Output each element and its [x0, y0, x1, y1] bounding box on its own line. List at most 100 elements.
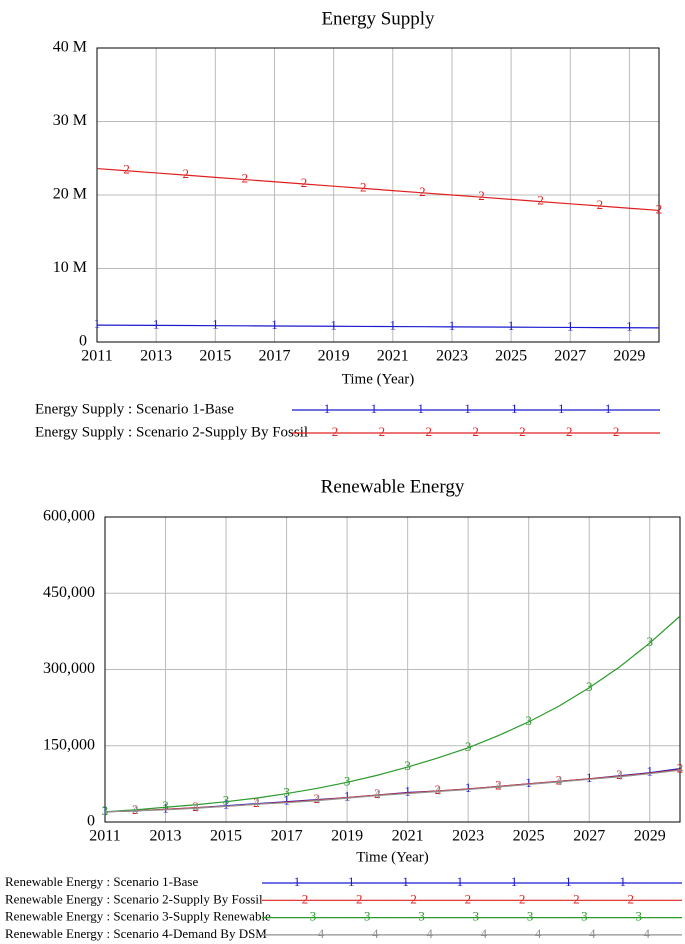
series-marker: 1 [330, 317, 337, 332]
series-line [96, 167, 660, 212]
legend-label: Energy Supply : Scenario 1-Base [35, 401, 234, 417]
legend-marker: 1 [605, 401, 612, 416]
series-marker: 2 [374, 786, 381, 801]
legend-marker: 2 [613, 424, 620, 439]
legend-marker: 3 [527, 909, 534, 924]
x-axis-label: Time (Year) [356, 849, 429, 865]
series-marker: 1 [283, 793, 290, 808]
y-tick-label: 600,000 [43, 508, 95, 525]
x-tick-label: 2021 [392, 828, 424, 845]
series-marker: 1 [404, 784, 411, 799]
series-marker: 2 [419, 184, 426, 199]
legend-marker: 4 [535, 926, 542, 941]
legend-marker: 2 [519, 424, 526, 439]
legend-marker: 4 [481, 926, 488, 941]
legend-marker: 2 [410, 891, 417, 906]
series-marker: 3 [646, 634, 653, 649]
plot-frame [104, 516, 681, 823]
series-marker: 1 [94, 316, 101, 331]
series-marker: 1 [465, 780, 472, 795]
legend-marker: 1 [511, 874, 518, 889]
x-tick-label: 2023 [452, 828, 484, 845]
y-tick-label: 150,000 [43, 736, 95, 753]
series-marker: 4 [314, 792, 321, 807]
series-marker: 3 [162, 798, 169, 813]
x-tick-label: 2025 [495, 348, 527, 365]
y-tick-label: 10 M [53, 259, 87, 276]
series-marker: 1 [344, 789, 351, 804]
legend-marker: 2 [425, 424, 432, 439]
series-marker: 2 [656, 201, 663, 216]
x-tick-label: 2017 [271, 828, 303, 845]
series-marker: 2 [360, 179, 367, 194]
series-marker: 1 [223, 797, 230, 812]
legend-label: Renewable Energy : Scenario 2-Supply By … [5, 891, 263, 906]
legend-marker: 2 [566, 424, 573, 439]
legend-label: Renewable Energy : Scenario 3-Supply Ren… [5, 909, 271, 924]
legend-marker: 2 [472, 424, 479, 439]
x-tick-label: 2015 [199, 348, 231, 365]
series-marker: 2 [435, 782, 442, 797]
legend-marker: 2 [302, 891, 309, 906]
legend-marker: 2 [379, 424, 386, 439]
series-marker: 1 [586, 770, 593, 785]
series-marker: 2 [242, 171, 249, 186]
series-marker: 2 [495, 777, 502, 792]
x-tick-label: 2019 [318, 348, 350, 365]
series-marker: 1 [102, 803, 109, 818]
legend-marker: 3 [310, 909, 317, 924]
x-tick-label: 2013 [150, 828, 182, 845]
x-tick-label: 2011 [89, 828, 120, 845]
legend-marker: 1 [619, 874, 626, 889]
series-marker: 1 [449, 318, 456, 333]
legend-marker: 2 [332, 424, 339, 439]
plot-frame [96, 47, 660, 343]
legend-marker: 1 [417, 401, 424, 416]
series-marker: 2 [123, 162, 130, 177]
legend-marker: 2 [465, 891, 472, 906]
chart-title: Renewable Energy [321, 476, 465, 497]
chart-title: Energy Supply [321, 8, 435, 29]
x-tick-label: 2021 [377, 348, 409, 365]
legend-marker: 4 [372, 926, 379, 941]
y-tick-label: 20 M [53, 186, 87, 203]
legend-marker: 3 [581, 909, 588, 924]
series-marker: 1 [626, 319, 633, 334]
x-tick-label: 2017 [258, 348, 290, 365]
series-marker: 1 [525, 775, 532, 790]
legend-marker: 1 [457, 874, 464, 889]
series-marker: 4 [132, 802, 139, 817]
legend-marker: 1 [464, 401, 471, 416]
series-marker: 4 [253, 795, 260, 810]
series-marker: 3 [525, 713, 532, 728]
legend-marker: 4 [318, 926, 325, 941]
legend-marker: 1 [511, 401, 518, 416]
series-marker: 2 [301, 175, 308, 190]
series-marker: 4 [374, 787, 381, 802]
legend-marker: 4 [426, 926, 433, 941]
legend-marker: 3 [364, 909, 371, 924]
series-marker: 4 [435, 782, 442, 797]
series-line [104, 769, 681, 813]
x-axis-label: Time (Year) [342, 371, 415, 387]
x-tick-label: 2011 [81, 348, 112, 365]
series-marker: 2 [478, 188, 485, 203]
series-marker: 1 [390, 318, 397, 333]
legend-marker: 4 [589, 926, 596, 941]
x-tick-label: 2025 [513, 828, 545, 845]
series-marker: 2 [597, 197, 604, 212]
legend-marker: 3 [418, 909, 425, 924]
legend-label: Renewable Energy : Scenario 1-Base [5, 874, 198, 889]
legend-marker: 2 [627, 891, 634, 906]
legend-marker: 1 [348, 874, 355, 889]
series-marker: 4 [495, 778, 502, 793]
series-marker: 3 [404, 758, 411, 773]
series-line [104, 615, 681, 813]
series-marker: 3 [586, 679, 593, 694]
series-marker: 4 [193, 799, 200, 814]
series-marker: 4 [616, 768, 623, 783]
series-marker: 1 [567, 318, 574, 333]
series-marker: 3 [283, 785, 290, 800]
series-marker: 3 [102, 803, 109, 818]
x-tick-label: 2013 [140, 348, 172, 365]
